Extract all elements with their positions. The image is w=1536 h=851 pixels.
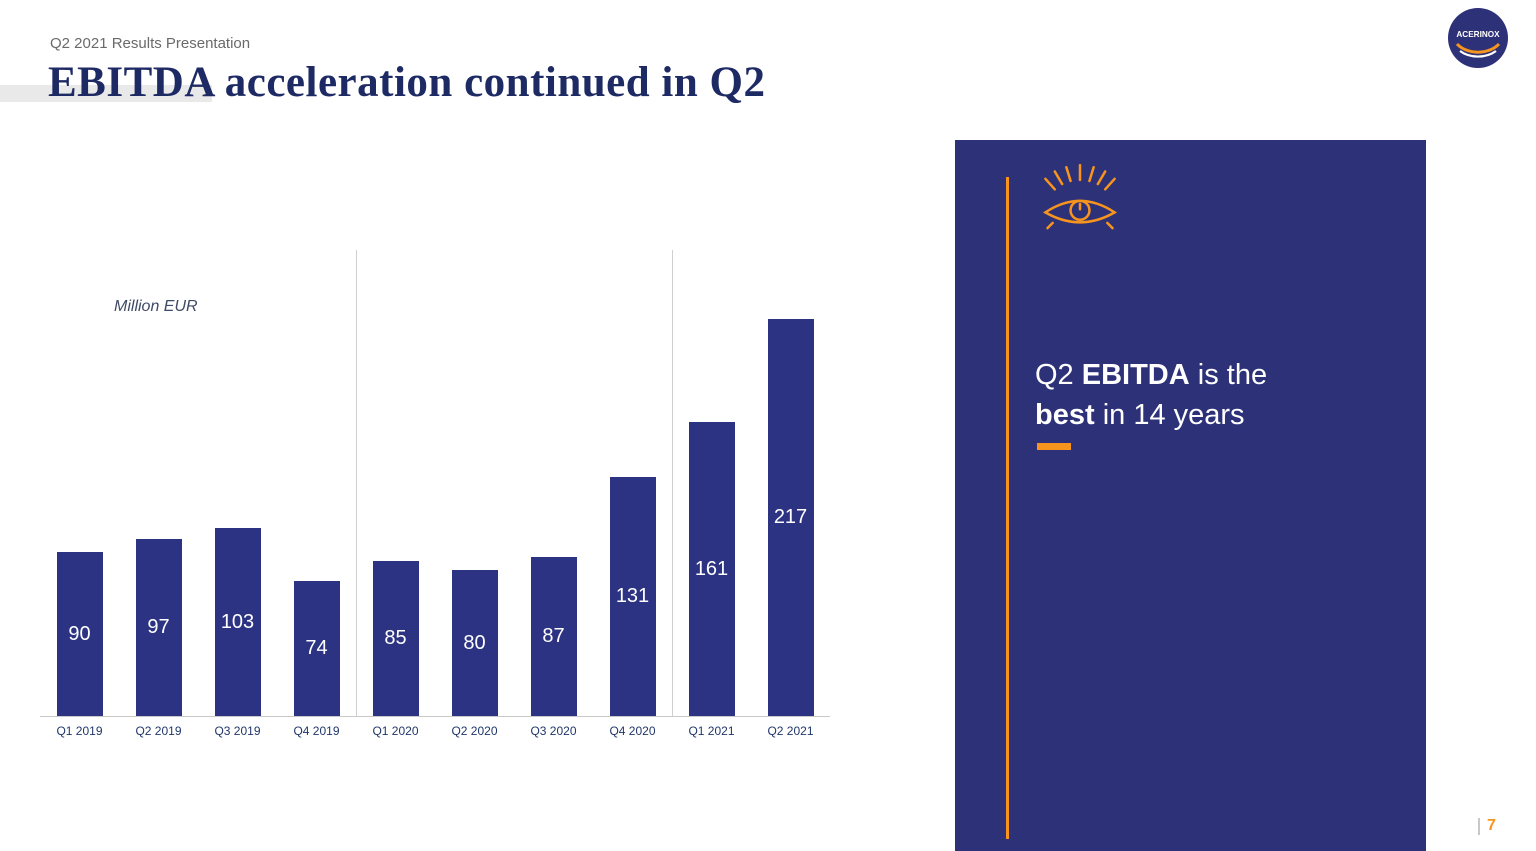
chart-slot: 103 [198, 250, 277, 716]
footer: 7 [1478, 817, 1496, 835]
bar-area: 90 97 103 74 85 80 87 131 161 217 [40, 250, 830, 716]
x-axis-label: Q2 2019 [135, 724, 182, 738]
bar: 97 [135, 539, 182, 716]
x-axis-label: Q4 2019 [293, 724, 340, 738]
chart-slot: 131 [593, 250, 672, 716]
x-axis-label: Q1 2019 [56, 724, 103, 738]
panel-text-line2: best in 14 years [1035, 399, 1245, 431]
footer-divider [1478, 817, 1480, 835]
chart-slot: 85 [356, 250, 435, 716]
chart-slot: 87 [514, 250, 593, 716]
bar-chart: 90 97 103 74 85 80 87 131 161 217 [40, 250, 830, 717]
logo-text: ACERINOX [1456, 30, 1500, 39]
eye-icon [1042, 163, 1118, 230]
bar: 161 [688, 422, 735, 716]
x-axis-label: Q2 2021 [767, 724, 814, 738]
bar-value-label: 97 [147, 616, 170, 638]
chart-slot: 217 [751, 250, 830, 716]
bar-value-label: 131 [615, 585, 650, 607]
title-accent-strip [0, 85, 212, 102]
panel-text-line1: Q2 EBITDA is the [1035, 359, 1268, 391]
chart-slot: 74 [277, 250, 356, 716]
x-axis-label: Q3 2020 [530, 724, 577, 738]
bar: 80 [451, 570, 498, 716]
bar: 90 [56, 552, 103, 716]
logo-white-swoosh [1459, 50, 1497, 58]
presentation-subtitle: Q2 2021 Results Presentation [50, 35, 251, 52]
page-title: EBITDA acceleration continued in Q2 [48, 59, 766, 106]
callout-panel: Q2 EBITDA is the best in 14 years [955, 140, 1426, 851]
year-separator-line [672, 250, 673, 716]
bar-value-label: 103 [220, 610, 255, 633]
chart-unit-label: Million EUR [114, 298, 198, 315]
bar: 131 [609, 477, 656, 716]
panel-text: Q2 EBITDA is the best in 14 years [1035, 355, 1267, 435]
bar: 217 [767, 319, 814, 716]
x-axis: Q1 2019 Q2 2019 Q3 2019 Q4 2019 Q1 2020 Q2 20… [40, 724, 830, 738]
bar: 74 [293, 581, 340, 716]
bar-value-label: 80 [463, 631, 486, 654]
x-axis-label: Q3 2019 [214, 724, 261, 738]
panel-underline-dash [1037, 443, 1071, 450]
bar: 87 [530, 557, 577, 716]
bar-value-label: 87 [542, 625, 565, 647]
page-number: 7 [1487, 817, 1496, 834]
chart-slot: 80 [435, 250, 514, 716]
logo-orange-swoosh [1455, 42, 1501, 54]
x-axis-label: Q1 2021 [688, 724, 735, 738]
chart-slot: 161 [672, 250, 751, 716]
x-axis-label: Q2 2020 [451, 724, 498, 738]
x-axis-label: Q4 2020 [609, 724, 656, 738]
panel-accent-line [1006, 177, 1009, 839]
chart-slot: 90 [40, 250, 119, 716]
bar: 103 [214, 528, 261, 716]
acerinox-logo: ACERINOX [1448, 8, 1508, 68]
bar-value-label: 217 [773, 506, 808, 528]
bar-value-label: 161 [694, 557, 729, 580]
x-axis-label: Q1 2020 [372, 724, 419, 738]
bar: 85 [372, 561, 419, 716]
year-separator-line [356, 250, 357, 716]
bar-value-label: 85 [384, 627, 407, 649]
bar-value-label: 90 [68, 622, 91, 645]
chart-slot: 97 [119, 250, 198, 716]
bar-value-label: 74 [305, 637, 328, 659]
